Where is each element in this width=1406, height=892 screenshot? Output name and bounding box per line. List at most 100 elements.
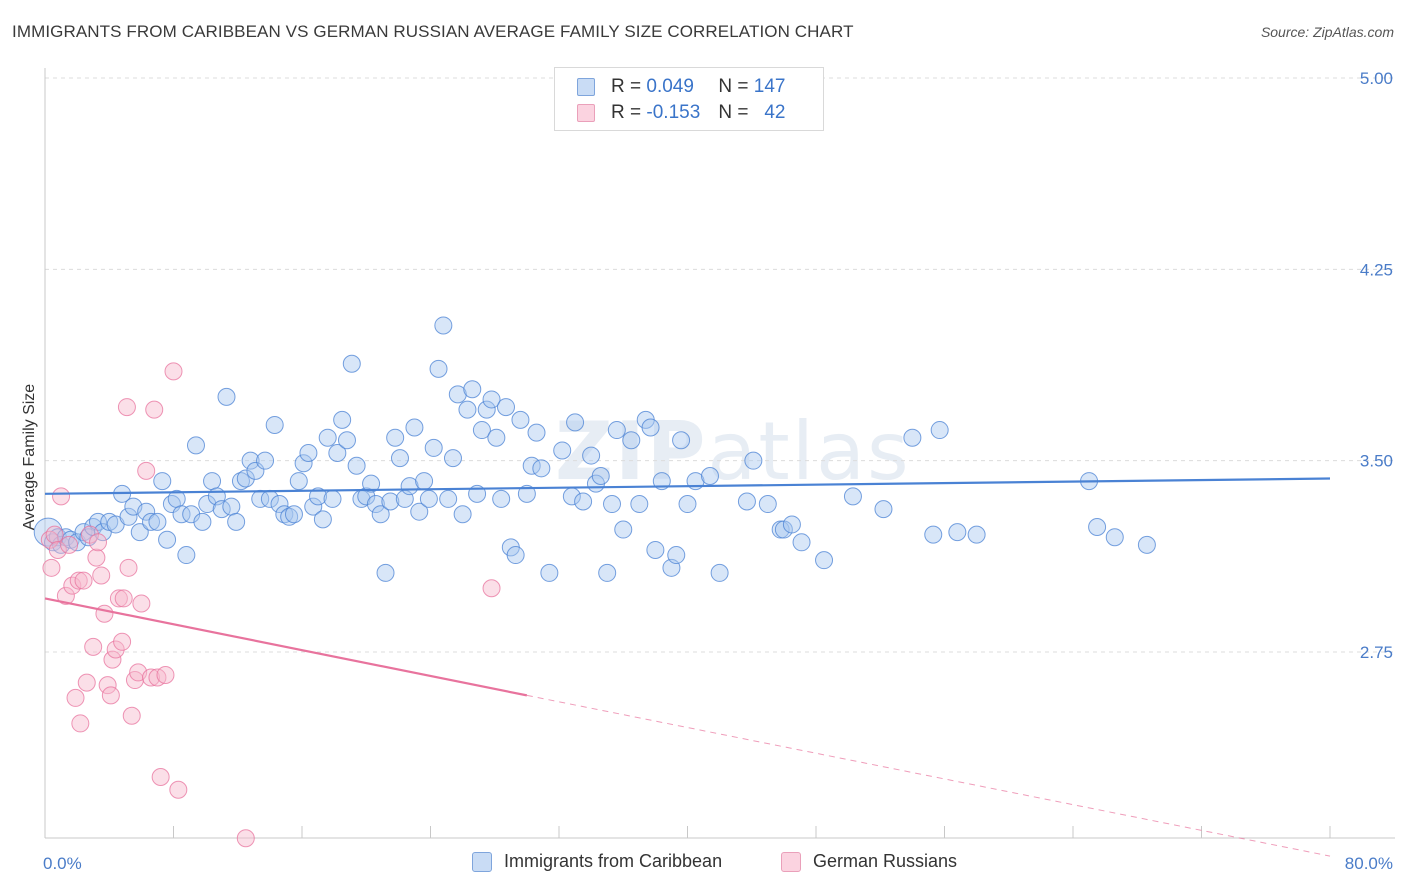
caribbean-point — [309, 487, 328, 506]
y-tick-label: 2.75 — [1360, 643, 1393, 662]
caribbean-point — [289, 472, 308, 491]
caribbean-point — [313, 510, 332, 529]
german-russian-point — [169, 780, 188, 799]
caribbean-point — [362, 474, 381, 493]
caribbean-point — [630, 495, 649, 514]
caribbean-point — [294, 454, 313, 473]
caribbean-point — [443, 449, 462, 468]
caribbean-point — [198, 495, 217, 514]
caribbean-point — [236, 469, 255, 488]
german-russian-point — [48, 540, 67, 559]
caribbean-point — [186, 436, 205, 455]
caribbean-point — [641, 418, 660, 437]
german-russian-point — [71, 714, 90, 733]
caribbean-point — [967, 525, 986, 544]
caribbean-point — [574, 492, 593, 511]
bottom-legend-caribbean: Immigrants from Caribbean — [472, 851, 722, 872]
caribbean-point — [737, 492, 756, 511]
caribbean-point — [347, 456, 366, 475]
german-russian-point — [103, 650, 122, 669]
tick-labels: 2.75 3.50 4.25 5.00 0.0% 80.0% Average Family … — [21, 69, 1393, 873]
caribbean-point — [172, 505, 191, 524]
german-russian-point — [122, 706, 141, 725]
bottom-legend-german-russians: German Russians — [781, 851, 957, 872]
german-russian-point — [77, 673, 96, 692]
german-russian-point — [145, 400, 164, 419]
caribbean-point — [203, 472, 222, 491]
legend-row-german-russians: R = -0.153 N = 42 — [577, 101, 785, 125]
source-label: Source: ZipAtlas.com — [1260, 24, 1394, 40]
caribbean-point — [458, 400, 477, 419]
caribbean-point — [434, 316, 453, 335]
bottom-legend-label-german-russians: German Russians — [813, 851, 958, 871]
german-russian-point — [151, 768, 170, 787]
caribbean-point — [948, 523, 967, 542]
caribbean-point — [903, 428, 922, 447]
german-russian-point — [106, 640, 125, 659]
caribbean-point — [342, 354, 361, 373]
german-russian-point — [92, 566, 111, 585]
caribbean-point — [275, 505, 294, 524]
caribbean-point — [148, 512, 167, 531]
german-russian-point — [69, 571, 88, 590]
data-points — [33, 316, 1156, 848]
legend-n-label: N = — [718, 102, 749, 123]
y-axis-title: Average Family Size — [21, 384, 38, 531]
caribbean-point — [323, 489, 342, 508]
caribbean-point — [782, 515, 801, 534]
legend-n-label: N = — [718, 76, 749, 97]
axes — [44, 68, 1395, 839]
caribbean-point — [603, 495, 622, 514]
caribbean-point — [487, 428, 506, 447]
caribbean-point — [424, 438, 443, 457]
bottom-legend-label-caribbean: Immigrants from Caribbean — [504, 851, 723, 871]
german-russian-point — [52, 487, 71, 506]
caribbean-point — [376, 563, 395, 582]
caribbean-point — [672, 431, 691, 450]
caribbean-point — [758, 495, 777, 514]
bottom-legend-swatch-caribbean — [472, 851, 492, 872]
caribbean-point — [815, 551, 834, 570]
caribbean-point — [792, 533, 811, 552]
german-russian-point — [114, 589, 133, 608]
caribbean-point — [874, 500, 893, 519]
caribbean-point — [646, 540, 665, 559]
caribbean-point — [153, 472, 172, 491]
caribbean-point — [280, 507, 299, 526]
caribbean-point — [492, 489, 511, 508]
caribbean-point — [337, 431, 356, 450]
caribbean-point — [419, 489, 438, 508]
german-russian-point — [117, 398, 136, 417]
german-russian-point — [84, 637, 103, 656]
caribbean-point — [429, 359, 448, 378]
watermark-atlas: atlas — [707, 405, 911, 498]
german-russian-point — [119, 558, 138, 577]
caribbean-point — [415, 472, 434, 491]
german-russian-point — [42, 558, 61, 577]
x-tick-label: 80.0% — [1345, 854, 1393, 873]
german-russian-point — [74, 571, 93, 590]
caribbean-point — [137, 502, 156, 521]
german-russian-point — [87, 548, 106, 567]
caribbean-trend-line — [44, 477, 1331, 495]
legend-n-value: 147 — [753, 76, 786, 97]
caribbean-point — [453, 505, 472, 524]
trend-lines — [44, 477, 1331, 857]
caribbean-point — [527, 423, 546, 442]
german-russian-point — [236, 829, 255, 848]
german-russian-point — [156, 665, 175, 684]
chart-title: IMMIGRANTS FROM CARIBBEAN VS GERMAN RUSS… — [12, 22, 854, 41]
caribbean-point — [496, 398, 515, 417]
caribbean-point — [265, 415, 284, 434]
german-russian-point — [60, 535, 79, 554]
german-russian-trend-line — [44, 597, 528, 697]
x-tick-label: 0.0% — [43, 854, 82, 873]
caribbean-point — [517, 484, 536, 503]
caribbean-point — [477, 400, 496, 419]
german-russian-point — [45, 525, 64, 544]
bottom-legend-swatch-german-russians — [781, 851, 801, 872]
legend-swatch-caribbean — [577, 78, 595, 96]
german-russian-point — [95, 604, 114, 623]
caribbean-point — [284, 505, 303, 524]
caribbean-point — [119, 507, 138, 526]
